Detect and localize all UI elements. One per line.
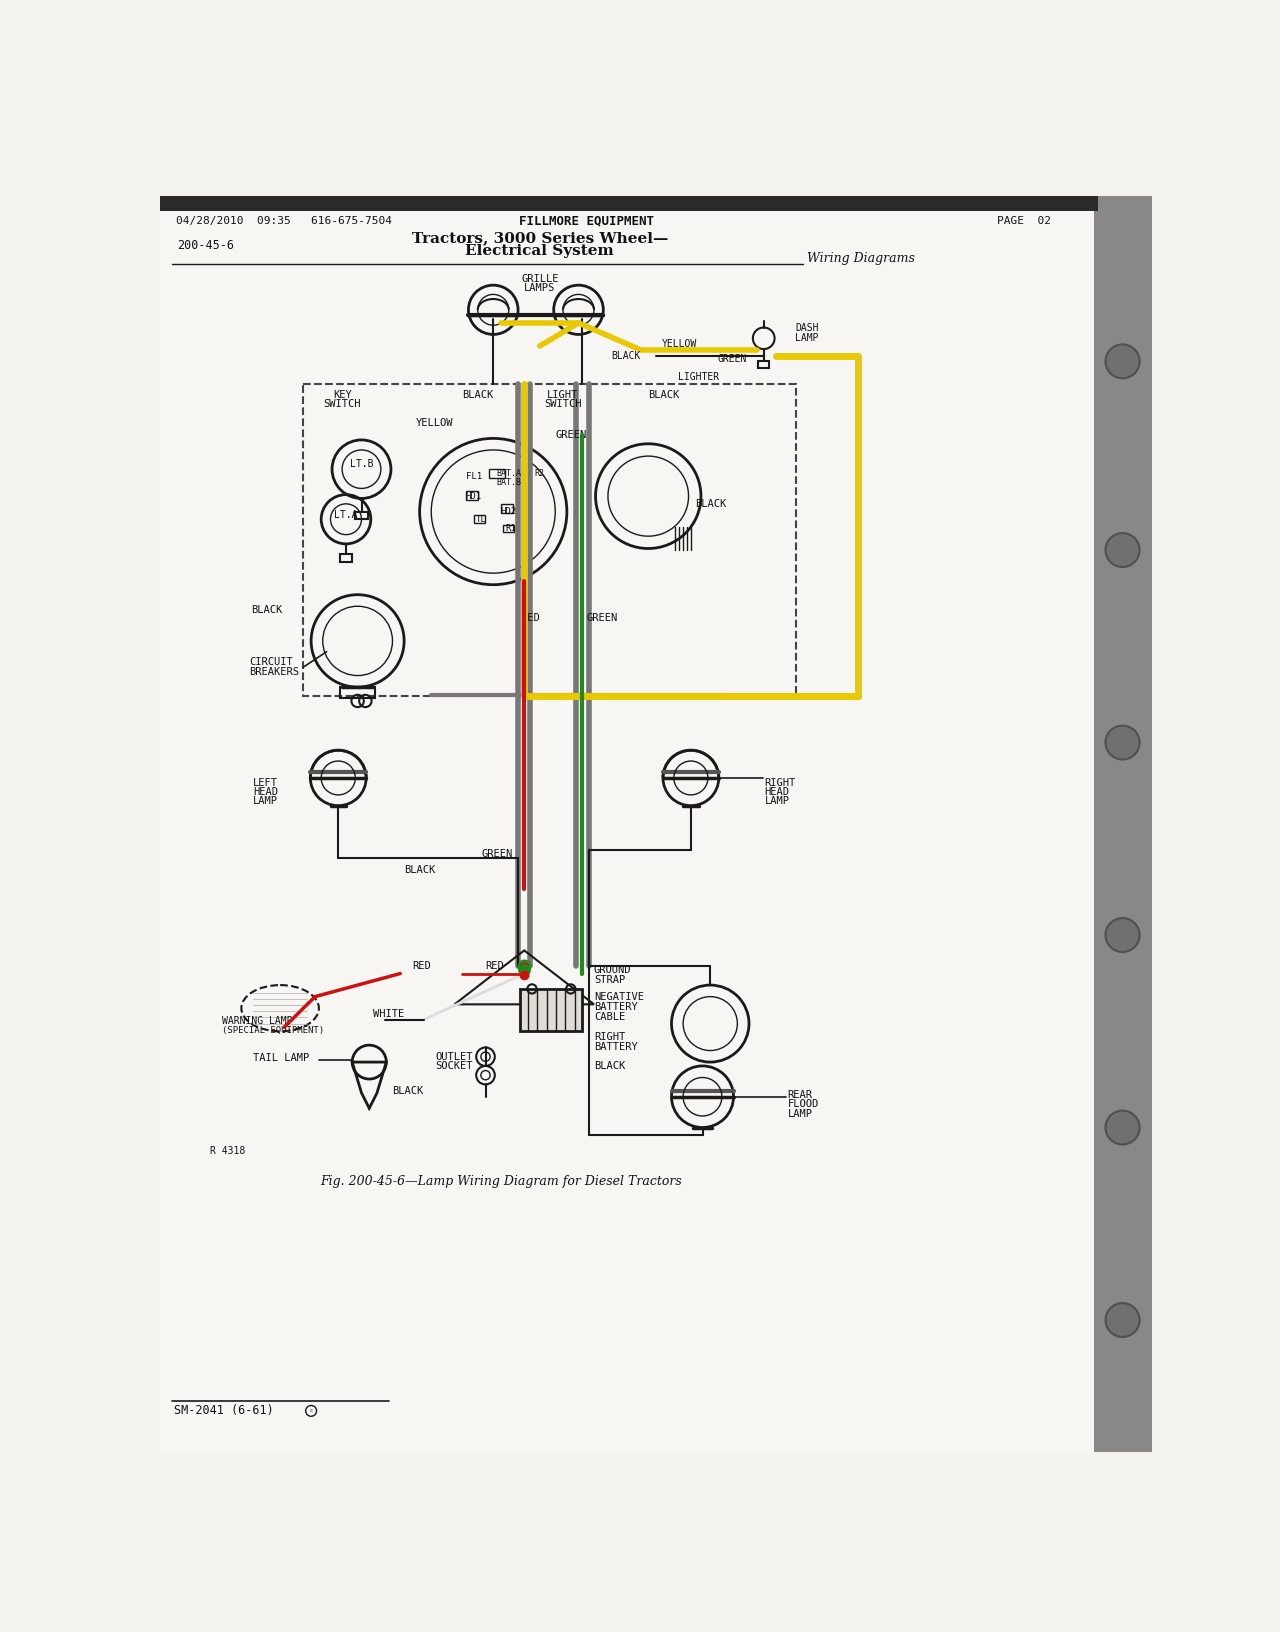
Text: BLACK: BLACK [404,865,435,875]
Text: Electrical System: Electrical System [466,245,614,258]
Bar [303,385,795,697]
Text: HD2: HD2 [500,508,517,516]
Text: LAMP: LAMP [253,796,278,806]
Text: GROUND: GROUND [594,965,631,974]
Bar [356,511,367,519]
Text: RED: RED [521,612,540,623]
Text: GRILLE: GRILLE [521,274,558,284]
Bar [500,504,512,512]
Text: BAT.B: BAT.B [497,478,521,486]
Text: CIRCUIT: CIRCUIT [250,656,293,667]
Text: LAMPS: LAMPS [524,284,556,294]
Text: 200-45-6: 200-45-6 [177,240,234,253]
Text: BAT.A: BAT.A [497,468,521,478]
Text: SWITCH: SWITCH [324,398,361,408]
Bar [489,468,504,478]
Text: R1: R1 [504,524,516,534]
Text: BLACK: BLACK [594,1061,625,1071]
Text: BLACK: BLACK [251,605,283,615]
Text: TAIL LAMP: TAIL LAMP [253,1053,310,1062]
Text: RIGHT: RIGHT [764,777,796,788]
Text: OUTLET: OUTLET [435,1051,474,1062]
Text: DASH: DASH [795,323,819,333]
Text: SM-2041 (6-61): SM-2041 (6-61) [174,1405,274,1418]
Bar [339,687,375,698]
Text: R2: R2 [535,468,545,478]
Text: GREEN: GREEN [586,612,617,623]
Text: LT.B: LT.B [349,459,374,468]
Text: STRAP: STRAP [594,974,625,984]
Text: BLACK: BLACK [695,499,726,509]
Text: RED: RED [485,961,504,971]
Text: SWITCH: SWITCH [544,398,581,408]
Circle shape [1106,726,1139,759]
Text: LIGHTER: LIGHTER [678,372,719,382]
Circle shape [1106,919,1139,951]
Text: REAR: REAR [787,1090,813,1100]
Text: HD1: HD1 [466,491,483,501]
Text: LT.A: LT.A [334,509,357,519]
Bar [474,516,485,524]
Text: Fig. 200-45-6—Lamp Wiring Diagram for Diesel Tractors: Fig. 200-45-6—Lamp Wiring Diagram for Di… [320,1175,682,1188]
Text: BLACK: BLACK [648,390,680,400]
Text: HEAD: HEAD [764,787,790,796]
Text: WHITE: WHITE [372,1009,404,1020]
Text: LAMP: LAMP [795,333,819,343]
Bar [160,196,1098,211]
Text: BATTERY: BATTERY [594,1041,637,1051]
Text: SOCKET: SOCKET [435,1061,474,1071]
Bar [758,361,769,367]
Text: GREEN: GREEN [717,354,746,364]
Bar [339,553,352,561]
Bar [1094,196,1152,1452]
Text: HEAD: HEAD [253,787,278,796]
Circle shape [1106,1111,1139,1144]
Text: (SPECIAL EQUIPMENT): (SPECIAL EQUIPMENT) [221,1027,324,1035]
Text: NEGATIVE: NEGATIVE [594,992,644,1002]
Text: FILLMORE EQUIPMENT: FILLMORE EQUIPMENT [518,215,654,228]
Text: GREEN: GREEN [556,429,586,439]
Text: R 4318: R 4318 [210,1146,246,1155]
Text: LIGHT: LIGHT [548,390,579,400]
Text: YELLOW: YELLOW [416,418,453,428]
Text: 04/28/2010  09:35   616-675-7504: 04/28/2010 09:35 616-675-7504 [175,217,392,227]
Text: GREEN: GREEN [481,849,513,858]
Text: PAGE  02: PAGE 02 [997,217,1051,227]
Text: BREAKERS: BREAKERS [250,667,300,677]
Text: 2010-Apr-28 09:26             616-675-7504             2/3: 2010-Apr-28 09:26 616-675-7504 2/3 [378,199,718,209]
Text: BLACK: BLACK [462,390,493,400]
Text: LAMP: LAMP [787,1108,813,1118]
Text: Wiring Diagrams: Wiring Diagrams [808,253,915,266]
Text: KEY: KEY [333,390,352,400]
Text: RIGHT: RIGHT [594,1031,625,1041]
Text: BLACK: BLACK [393,1085,424,1095]
Text: BATTERY: BATTERY [594,1002,637,1012]
Text: LEFT: LEFT [253,777,278,788]
Text: LAMP: LAMP [764,796,790,806]
Text: FL1: FL1 [466,472,483,481]
Text: c: c [310,1408,312,1413]
Circle shape [1106,344,1139,379]
Text: CABLE: CABLE [594,1012,625,1022]
Text: Tractors, 3000 Series Wheel—: Tractors, 3000 Series Wheel— [412,232,668,245]
Bar [503,524,515,532]
Text: WARNING LAMP: WARNING LAMP [221,1017,293,1027]
Text: BLACK: BLACK [611,351,640,361]
Bar [521,989,582,1031]
Circle shape [1106,534,1139,566]
Circle shape [1106,1302,1139,1337]
Text: TL: TL [476,514,486,524]
Text: YELLOW: YELLOW [662,339,696,349]
Text: RED: RED [412,961,431,971]
Text: FLOOD: FLOOD [787,1100,819,1110]
Bar [466,491,477,499]
